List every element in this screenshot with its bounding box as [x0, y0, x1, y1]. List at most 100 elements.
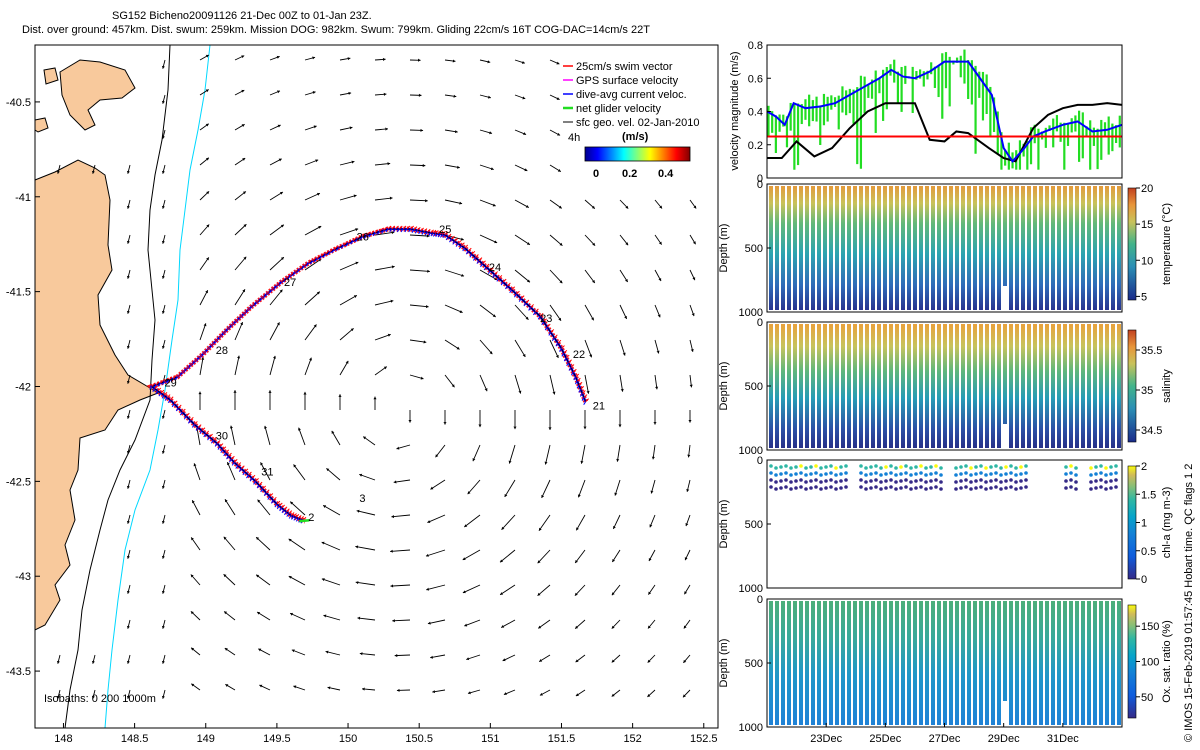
swim-vector	[280, 278, 285, 283]
chla-sample	[1069, 471, 1073, 475]
chla-sample	[969, 487, 973, 491]
dac-vector	[404, 228, 408, 233]
geo-velocity-arrowhead	[203, 323, 207, 327]
chla-sample	[844, 485, 848, 489]
geo-velocity-arrowhead	[583, 426, 587, 430]
geo-velocity-arrowhead	[625, 205, 629, 209]
swim-vector	[391, 225, 396, 230]
geo-velocity-arrowhead	[198, 391, 202, 395]
profile-column	[805, 601, 809, 725]
profile-column	[985, 601, 989, 725]
dac-vector	[149, 386, 153, 390]
geo-velocity-arrowhead	[353, 194, 357, 198]
dac-vector	[270, 500, 274, 504]
chla-sample	[879, 466, 883, 470]
profile-column	[1033, 324, 1037, 448]
geo-velocity-arrowhead	[685, 523, 689, 527]
chla-sample	[984, 487, 988, 491]
profile-column	[985, 186, 989, 310]
geo-velocity-arrow	[409, 339, 427, 343]
chla-sample	[909, 480, 913, 484]
dac-vector	[253, 481, 256, 485]
colorbar-label: Ox. sat. ratio (%)	[1161, 620, 1173, 703]
dac-vector	[260, 488, 264, 493]
geo-velocity-arrowhead	[427, 520, 431, 523]
geo-velocity-arrowhead	[525, 316, 529, 320]
profile-column	[919, 601, 923, 725]
dac-vector	[483, 266, 487, 271]
dac-vector	[581, 397, 585, 401]
profile-column	[1021, 186, 1025, 310]
dac-vector	[573, 376, 577, 381]
profile-column	[1105, 186, 1109, 310]
colorbar-tick-label: 1.5	[1141, 489, 1156, 501]
profile-column	[841, 601, 845, 725]
geo-velocity-arrowhead	[427, 621, 431, 625]
geo-velocity-arrow	[444, 339, 460, 350]
geo-velocity-arrowhead	[539, 658, 543, 662]
dac-vector	[179, 372, 182, 377]
profile-column	[901, 186, 905, 310]
geo-velocity-arrow	[409, 304, 429, 308]
geo-velocity-arrow	[374, 197, 393, 201]
swim-vector	[251, 474, 256, 479]
geo-velocity-arrowhead	[357, 616, 361, 620]
swim-vector	[442, 231, 446, 235]
swim-vector	[219, 443, 224, 447]
profile-column	[1039, 601, 1043, 725]
profile-column	[853, 324, 857, 448]
chla-sample	[994, 464, 998, 468]
chla-sample	[894, 480, 898, 484]
swim-vector	[366, 232, 370, 236]
profile-column	[877, 324, 881, 448]
profile-column	[811, 186, 815, 310]
chla-sample	[904, 464, 908, 468]
swim-vector	[286, 508, 290, 513]
geo-velocity-arrow	[293, 464, 306, 481]
swim-vector	[250, 303, 255, 308]
geo-velocity-arrowhead	[454, 130, 458, 134]
map-x-tick-label-6: 151	[481, 733, 499, 745]
swim-vector	[154, 385, 159, 390]
geo-velocity-arrowhead	[557, 168, 561, 172]
section-y-tick-label: 0	[757, 179, 763, 191]
swim-vector	[244, 468, 249, 473]
swim-vector	[202, 350, 207, 355]
profile-column	[1111, 601, 1115, 725]
chla-sample	[1094, 472, 1098, 476]
geo-velocity-arrow	[339, 294, 358, 306]
geo-velocity-arrow	[514, 234, 531, 246]
geo-velocity-arrowhead	[425, 304, 429, 309]
geo-velocity-arrowhead	[355, 228, 359, 232]
chla-sample	[1094, 479, 1098, 483]
geo-velocity-arrowhead	[362, 687, 365, 691]
geo-velocity-arrowhead	[425, 553, 429, 557]
geo-velocity-arrowhead	[394, 653, 398, 658]
chla-sample	[904, 471, 908, 475]
geo-velocity-arrowhead	[327, 686, 331, 690]
chla-sample	[939, 480, 943, 484]
geo-velocity-arrowhead	[580, 460, 584, 464]
swim-vector	[198, 354, 202, 359]
swim-vector	[550, 329, 555, 333]
dac-vector	[274, 503, 278, 508]
swim-vector	[164, 378, 168, 383]
geo-velocity-arrow	[575, 514, 586, 531]
geo-velocity-arrowhead	[126, 590, 130, 594]
day-label-28: 28	[216, 345, 228, 357]
chla-sample	[974, 486, 978, 490]
chla-sample	[869, 486, 873, 490]
profile-column	[979, 324, 983, 448]
chla-sample	[1114, 478, 1118, 482]
chla-sample	[814, 464, 818, 468]
temperature-colorbar	[1127, 187, 1137, 301]
chla-sample	[1069, 485, 1073, 489]
dac-vector	[435, 233, 439, 238]
geo-velocity-arrowhead	[537, 560, 541, 564]
profile-column	[997, 601, 1001, 725]
geo-velocity-arrowhead	[277, 90, 280, 94]
chla-sample	[829, 464, 833, 468]
chla-sample	[859, 471, 863, 475]
